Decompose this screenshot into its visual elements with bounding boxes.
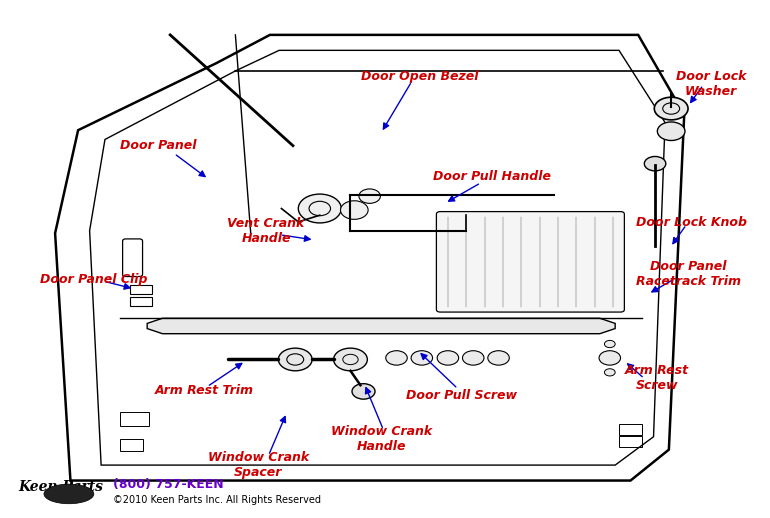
Circle shape [411,351,433,365]
Bar [120,439,143,451]
Bar [120,412,149,426]
Circle shape [644,156,666,171]
Text: Door Panel: Door Panel [120,139,197,152]
Text: Arm Rest
Screw: Arm Rest Screw [625,364,689,392]
Circle shape [386,351,407,365]
Bar [619,424,642,435]
Circle shape [488,351,509,365]
Text: Arm Rest Trim: Arm Rest Trim [156,384,254,397]
Text: ©2010 Keen Parts Inc. All Rights Reserved: ©2010 Keen Parts Inc. All Rights Reserve… [112,495,320,505]
Text: Door Panel
Racetrack Trim: Door Panel Racetrack Trim [635,261,741,289]
Text: Door Lock Knob: Door Lock Knob [636,217,748,229]
Text: Door Open Bezel: Door Open Bezel [361,69,478,82]
Text: Window Crank
Spacer: Window Crank Spacer [208,451,309,479]
Circle shape [333,348,367,371]
Circle shape [279,348,312,371]
Bar [619,436,642,447]
Circle shape [604,369,615,376]
Circle shape [340,201,368,219]
Circle shape [654,97,688,120]
Text: Door Panel Clip: Door Panel Clip [40,273,147,286]
Text: Door Pull Handle: Door Pull Handle [434,170,551,183]
Circle shape [658,122,685,140]
Circle shape [352,384,375,399]
Bar [130,285,152,294]
Text: Door Lock
Washer: Door Lock Washer [676,70,746,98]
Circle shape [298,194,341,223]
Text: Keen Parts: Keen Parts [18,480,103,494]
Circle shape [599,351,621,365]
Text: (800) 757-KEEN: (800) 757-KEEN [112,478,223,491]
Circle shape [437,351,459,365]
Circle shape [604,340,615,348]
Text: Vent Crank
Handle: Vent Crank Handle [227,217,305,244]
Circle shape [359,189,380,204]
Bar [130,297,152,307]
Polygon shape [147,318,615,334]
Circle shape [463,351,484,365]
Text: Window Crank
Handle: Window Crank Handle [330,425,432,453]
Ellipse shape [44,484,94,503]
FancyBboxPatch shape [437,211,624,312]
Text: Door Pull Screw: Door Pull Screw [407,389,517,402]
